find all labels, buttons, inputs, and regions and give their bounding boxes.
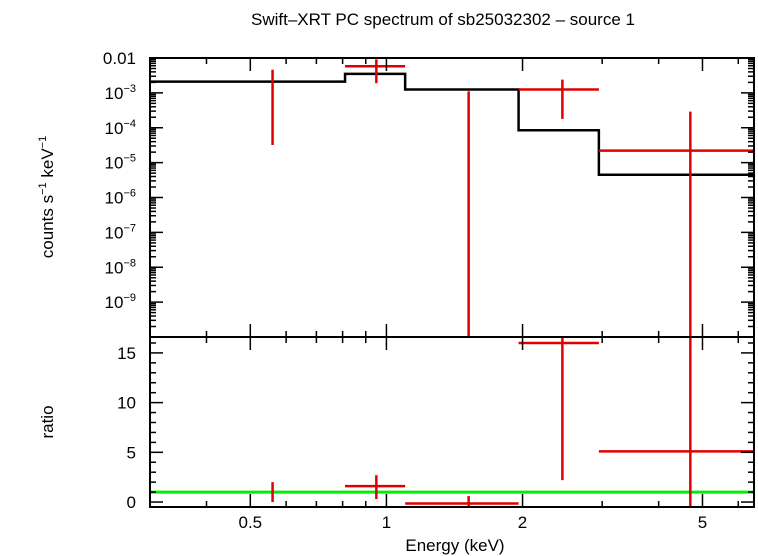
spectrum-point-5 xyxy=(598,111,754,337)
ratio-y-tick-label: 10 xyxy=(117,394,136,413)
x-axis-label: Energy (keV) xyxy=(405,536,504,555)
spectrum-y-tick-label: 10−9 xyxy=(105,292,136,312)
spectrum-y-axis-label: counts s−1 keV−1 xyxy=(37,136,57,258)
ratio-point-4 xyxy=(518,337,599,481)
spectrum-y-tick-label: 10−4 xyxy=(105,118,136,138)
ratio-y-tick-label: 15 xyxy=(117,344,136,363)
spectrum-point-2 xyxy=(345,59,406,84)
ratio-y-axis-ticks: 0 5 10 15 xyxy=(117,342,754,512)
spectrum-y-tick-label: 10−6 xyxy=(105,188,136,208)
spectrum-y-tick-label: 10−8 xyxy=(105,257,136,277)
spectrum-data-points xyxy=(271,59,754,337)
ratio-point-3 xyxy=(405,496,519,507)
x-tick-label: 2 xyxy=(518,513,527,532)
spectrum-y-tick-label: 10−5 xyxy=(105,153,136,173)
ratio-y-tick-label: 5 xyxy=(127,443,136,462)
ratio-plot-frame xyxy=(149,336,755,508)
spectrum-plot-frame xyxy=(149,57,755,338)
spectrum-point-4 xyxy=(518,79,599,119)
spectrum-y-tick-label: 10−3 xyxy=(105,83,136,103)
ratio-data-points xyxy=(271,337,754,507)
model-histogram xyxy=(150,72,754,176)
ratio-panel: 0 5 10 15 ratio xyxy=(38,336,755,512)
chart-title: Swift–XRT PC spectrum of sb25032302 – so… xyxy=(251,10,635,29)
spectrum-panel: 0.01 10−3 10−4 10−5 10−6 10−7 10−8 10−9 counts … xyxy=(37,49,755,338)
model-step-line xyxy=(150,72,754,176)
ratio-y-axis-label: ratio xyxy=(38,405,57,438)
spectrum-y-tick-label: 0.01 xyxy=(103,49,136,68)
ratio-point-2 xyxy=(345,475,406,500)
ratio-y-tick-label: 0 xyxy=(127,493,136,512)
x-tick-label: 5 xyxy=(698,513,707,532)
x-tick-label: 1 xyxy=(382,513,391,532)
x-tick-label: 0.5 xyxy=(238,513,262,532)
x-axis-ticks: 0.5 1 2 5 xyxy=(149,58,740,532)
spectrum-y-tick-label: 10−7 xyxy=(105,222,136,242)
ratio-point-5 xyxy=(598,337,754,507)
